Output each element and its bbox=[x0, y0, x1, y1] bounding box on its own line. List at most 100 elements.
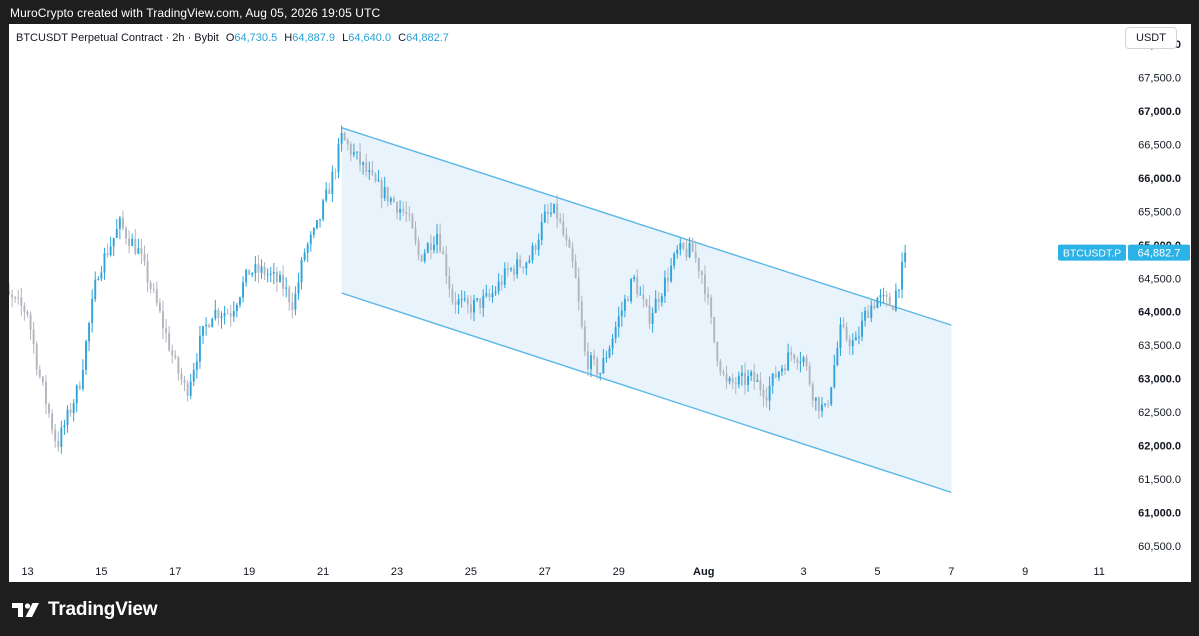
x-tick-label: 5 bbox=[874, 566, 880, 578]
candle-body bbox=[198, 335, 201, 362]
candle-body bbox=[448, 276, 451, 289]
candle-body bbox=[426, 243, 429, 253]
candle-body bbox=[322, 200, 325, 220]
candle-body bbox=[106, 253, 109, 256]
candle-body bbox=[488, 293, 491, 298]
candle-body bbox=[713, 316, 716, 343]
candle-body bbox=[103, 253, 106, 273]
candle-body bbox=[808, 366, 811, 385]
candle-body bbox=[279, 274, 281, 283]
channel-lower-line bbox=[341, 292, 952, 494]
candle-body bbox=[645, 299, 648, 306]
candle-body bbox=[663, 277, 666, 297]
candle-body bbox=[137, 248, 140, 254]
candle-body bbox=[251, 273, 254, 275]
tradingview-logo[interactable]: TradingView bbox=[12, 599, 158, 621]
candle-body bbox=[633, 277, 636, 280]
brand-wordmark: TradingView bbox=[48, 599, 158, 620]
candle-body bbox=[202, 326, 204, 336]
candle-body bbox=[26, 311, 29, 315]
candle-body bbox=[63, 425, 66, 428]
candle-body bbox=[870, 305, 873, 318]
candle-body bbox=[731, 378, 734, 383]
candle-body bbox=[17, 297, 20, 299]
symbol-title: BTCUSDT Perpetual Contract · 2h · Bybit bbox=[16, 32, 219, 44]
candle-body bbox=[469, 304, 472, 313]
candle-body bbox=[315, 220, 318, 229]
candle-body bbox=[636, 277, 639, 295]
candle-body bbox=[57, 441, 60, 447]
x-tick-label: 23 bbox=[391, 566, 403, 578]
candle-body bbox=[165, 328, 168, 333]
candle-body bbox=[211, 318, 214, 328]
candle-body bbox=[389, 198, 392, 202]
candle-body bbox=[728, 378, 731, 382]
candle-body bbox=[146, 261, 149, 283]
currency-button[interactable]: USDT bbox=[1125, 27, 1177, 49]
candle-body bbox=[288, 287, 291, 303]
candle-body bbox=[811, 384, 814, 401]
candle-body bbox=[605, 357, 608, 359]
candle-body bbox=[143, 253, 146, 262]
candle-body bbox=[611, 338, 614, 349]
price-chart[interactable]: 60,500.0 61,000.0 61,500.0 62,000.0 62,500.0… bbox=[9, 24, 1191, 582]
candle-body bbox=[189, 381, 192, 396]
candle-body bbox=[226, 313, 229, 315]
candle-body bbox=[349, 144, 352, 155]
candle-body bbox=[660, 296, 663, 303]
candle-body bbox=[365, 162, 368, 173]
candle-body bbox=[263, 266, 266, 275]
candle-body bbox=[232, 311, 235, 317]
candle-body bbox=[235, 304, 238, 312]
candle-body bbox=[23, 305, 26, 312]
candle-body bbox=[356, 151, 358, 153]
candle-body bbox=[885, 294, 888, 297]
candle-body bbox=[297, 282, 300, 294]
candle-body bbox=[550, 212, 552, 215]
candle-body bbox=[799, 362, 802, 364]
candle-body bbox=[300, 259, 303, 283]
candle-body bbox=[183, 379, 186, 384]
candle-body bbox=[805, 357, 808, 367]
price-tag-value: 64,882.7 bbox=[1138, 248, 1181, 260]
candle-body bbox=[408, 213, 411, 215]
y-tick-label: 66,000.0 bbox=[1138, 173, 1181, 185]
candle-body bbox=[827, 403, 830, 405]
candle-body bbox=[531, 245, 534, 261]
candle-body bbox=[260, 266, 263, 273]
candle-body bbox=[118, 217, 121, 229]
candle-body bbox=[543, 211, 546, 222]
high-value: 64,887.9 bbox=[292, 32, 336, 44]
candle-body bbox=[380, 180, 383, 199]
candle-body bbox=[466, 298, 469, 305]
candle-body bbox=[697, 258, 700, 272]
candle-body bbox=[125, 228, 127, 239]
candle-body bbox=[710, 297, 713, 317]
candle-body bbox=[195, 361, 198, 370]
candle-body bbox=[534, 245, 537, 250]
candle-body bbox=[32, 329, 35, 345]
candle-body bbox=[217, 309, 220, 319]
x-tick-label: 29 bbox=[613, 566, 625, 578]
candle-body bbox=[319, 219, 321, 221]
candle-body bbox=[374, 173, 377, 182]
chart-panel[interactable]: 60,500.0 61,000.0 61,500.0 62,000.0 62,500.0… bbox=[9, 24, 1191, 582]
candle-body bbox=[774, 373, 777, 378]
candle-body bbox=[75, 385, 78, 404]
y-tick-label: 67,000.0 bbox=[1138, 106, 1181, 118]
candle-body bbox=[229, 313, 232, 317]
candle-body bbox=[368, 170, 371, 173]
candle-body bbox=[451, 288, 454, 302]
candle-body bbox=[362, 162, 365, 165]
candle-body bbox=[177, 357, 180, 374]
candle-body bbox=[54, 429, 57, 442]
y-tick-label: 63,500.0 bbox=[1138, 340, 1181, 352]
candle-body bbox=[562, 221, 565, 235]
candle-body bbox=[750, 371, 753, 376]
candle-body bbox=[158, 302, 161, 312]
candle-body bbox=[627, 299, 629, 302]
candle-body bbox=[312, 228, 315, 235]
candle-body bbox=[836, 348, 839, 366]
open-label: O bbox=[225, 32, 235, 44]
candle-body bbox=[386, 187, 389, 202]
